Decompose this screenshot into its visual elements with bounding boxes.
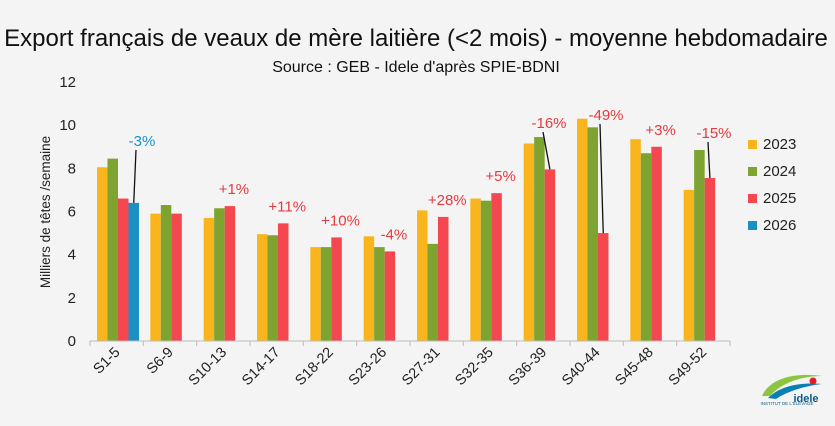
annotation-label: -4% — [381, 226, 408, 243]
y-tick-label: 8 — [68, 160, 76, 177]
annotation-leader-line — [599, 123, 604, 234]
bar-2025-S23-26 — [384, 251, 396, 341]
bar-2024-S6-9 — [160, 205, 172, 341]
bar-2023-S10-13 — [203, 217, 215, 341]
bar-2025-S14-17 — [278, 223, 289, 341]
bar-2025-S1-5 — [118, 198, 129, 341]
bar-2024-S45-48 — [640, 153, 652, 341]
y-tick-label: 10 — [59, 117, 76, 134]
y-axis-ticks: 0 2 4 6 8 10 12 — [59, 74, 76, 350]
bar-2023-S40-44 — [577, 118, 588, 341]
bar-2024-S14-17 — [267, 235, 278, 341]
legend: 2023 2024 2025 2026 — [748, 136, 796, 234]
annotation-label: -16% — [531, 115, 566, 132]
logo-swoosh-blue — [768, 383, 822, 399]
annotation-label: +10% — [321, 212, 360, 229]
legend-swatch-2025 — [748, 194, 757, 203]
annotation-leader-line — [707, 141, 711, 179]
legend-swatch-2023 — [748, 140, 757, 149]
bars-group — [97, 118, 716, 341]
annotation-label: +3% — [645, 122, 675, 139]
bar-2025-S49-52 — [704, 178, 716, 341]
y-axis-label: Milliers de têtes /semaine — [38, 136, 53, 288]
bar-2025-S32-35 — [491, 193, 502, 341]
bar-2024-S40-44 — [587, 127, 598, 341]
legend-label-2025: 2025 — [763, 190, 796, 207]
bar-2025-S10-13 — [224, 206, 236, 341]
logo-dot — [809, 377, 817, 385]
legend-label-2024: 2024 — [763, 163, 796, 180]
logo-wordmark: idele — [793, 393, 818, 405]
bar-2024-S10-13 — [214, 208, 225, 341]
y-tick-label: 12 — [59, 74, 76, 91]
bar-2025-S40-44 — [598, 233, 609, 341]
annotation-label: +1% — [219, 181, 249, 198]
chart-subtitle: Source : GEB - Idele d'après SPIE-BDNI — [272, 59, 560, 76]
bar-2023-S6-9 — [150, 213, 161, 341]
bar-2024-S27-31 — [427, 243, 438, 341]
annotation-label: +28% — [428, 192, 467, 209]
bar-2024-S49-52 — [694, 149, 705, 341]
annotation-label: -15% — [696, 125, 731, 142]
bar-2023-S14-17 — [257, 234, 268, 341]
bar-2026-S1-5 — [128, 202, 139, 341]
logo-tagline: INSTITUT DE L'ÉLEVAGE — [761, 400, 814, 406]
bar-2024-S23-26 — [374, 247, 385, 341]
bar-2023-S45-48 — [630, 139, 641, 341]
bar-2025-S36-39 — [544, 169, 556, 341]
annotation-label: -3% — [129, 133, 156, 150]
annotation-leader-line — [542, 131, 551, 170]
legend-swatch-2026 — [748, 221, 757, 230]
annotations-group: -3% +1% +11% +10% -4% +28% +5% -16% -49% +3% -15% — [129, 107, 732, 243]
bar-2023-S18-22 — [310, 247, 321, 341]
chart-title: Export français de veaux de mère laitièr… — [4, 25, 828, 52]
bar-2024-S18-22 — [320, 247, 332, 341]
legend-label-2023: 2023 — [763, 136, 796, 153]
bar-2023-S27-31 — [417, 210, 428, 341]
annotation-label: +5% — [485, 168, 515, 185]
bar-2024-S36-39 — [534, 137, 545, 341]
bar-2025-S27-31 — [438, 216, 449, 341]
bar-2025-S6-9 — [171, 213, 182, 341]
bar-2023-S32-35 — [470, 198, 481, 341]
logo-swoosh-green — [762, 374, 822, 396]
legend-swatch-2024 — [748, 167, 757, 176]
bar-2025-S45-48 — [651, 146, 662, 341]
annotation-label: +11% — [268, 198, 306, 215]
y-tick-label: 6 — [68, 204, 76, 221]
bar-2023-S49-52 — [683, 189, 695, 341]
y-tick-label: 4 — [68, 247, 76, 264]
annotation-leader-line — [133, 149, 137, 203]
y-tick-label: 0 — [68, 333, 76, 350]
bar-2024-S1-5 — [107, 158, 118, 341]
bar-2025-S18-22 — [331, 237, 342, 341]
legend-label-2026: 2026 — [763, 217, 796, 234]
annotation-label: -49% — [588, 107, 623, 124]
bar-2023-S1-5 — [97, 167, 108, 341]
bar-2024-S32-35 — [480, 200, 492, 341]
y-tick-label: 2 — [68, 290, 76, 307]
bar-2023-S36-39 — [523, 143, 535, 341]
idele-logo: INSTITUT DE L'ÉLEVAGE idele — [761, 374, 822, 406]
bar-2023-S23-26 — [363, 236, 375, 341]
